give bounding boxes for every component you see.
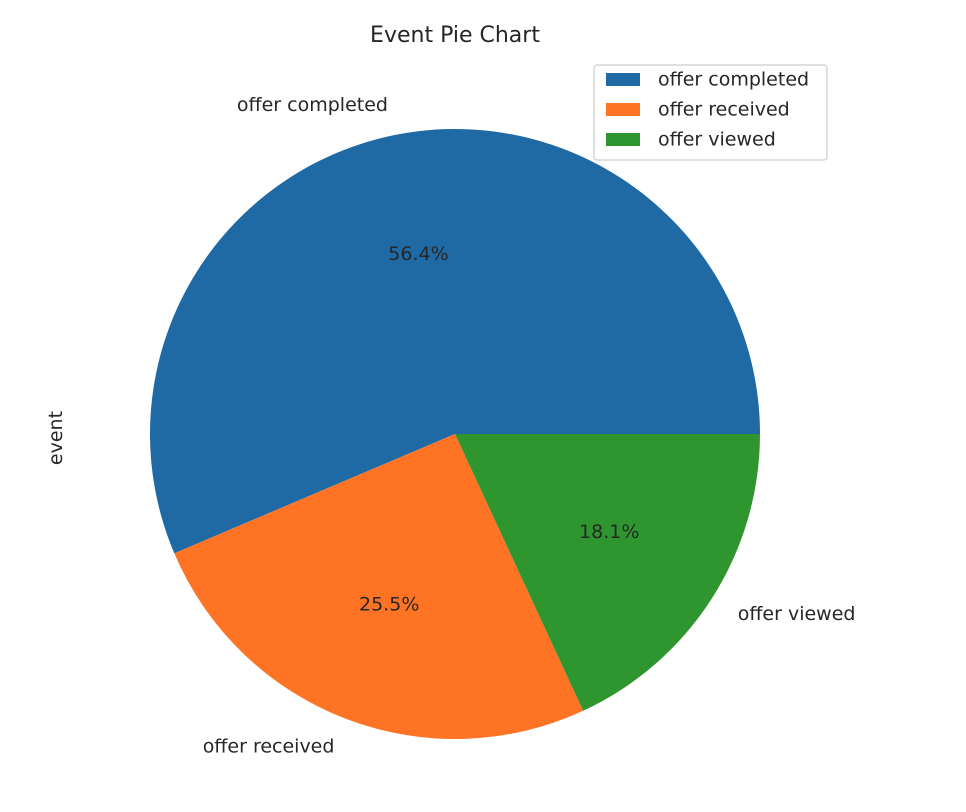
pie-slices [149, 129, 760, 740]
legend-frame [593, 64, 828, 161]
chart-title: Event Pie Chart [370, 23, 540, 48]
pie-slice-offer-received [174, 434, 584, 740]
category-label-offer-received: offer received [203, 736, 335, 758]
category-label-offer-completed: offer completed [237, 94, 388, 116]
percent-label-offer-received: 25.5% [359, 593, 419, 615]
legend-label-offer-viewed: offer viewed [658, 129, 776, 151]
category-label-offer-viewed: offer viewed [738, 603, 856, 625]
percent-label-offer-completed: 56.4% [388, 243, 448, 265]
legend-entries: offer completed offer received offer viewe… [606, 69, 809, 151]
pie-slice-offer-viewed [455, 434, 760, 711]
legend-label-offer-received: offer received [658, 99, 790, 121]
category-labels: offer completed offer received offer viewe… [203, 94, 856, 758]
legend-label-offer-completed: offer completed [658, 69, 809, 91]
legend-swatch-offer-received [606, 103, 640, 116]
y-axis-label: event [45, 411, 67, 465]
pie-slice-offer-completed [149, 129, 760, 554]
percent-label-offer-viewed: 18.1% [579, 521, 639, 543]
legend-swatch-offer-completed [606, 73, 640, 86]
legend: offer completed offer received offer viewe… [593, 64, 828, 161]
legend-swatch-offer-viewed [606, 133, 640, 146]
percent-labels: 56.4% 25.5% 18.1% [359, 243, 639, 615]
